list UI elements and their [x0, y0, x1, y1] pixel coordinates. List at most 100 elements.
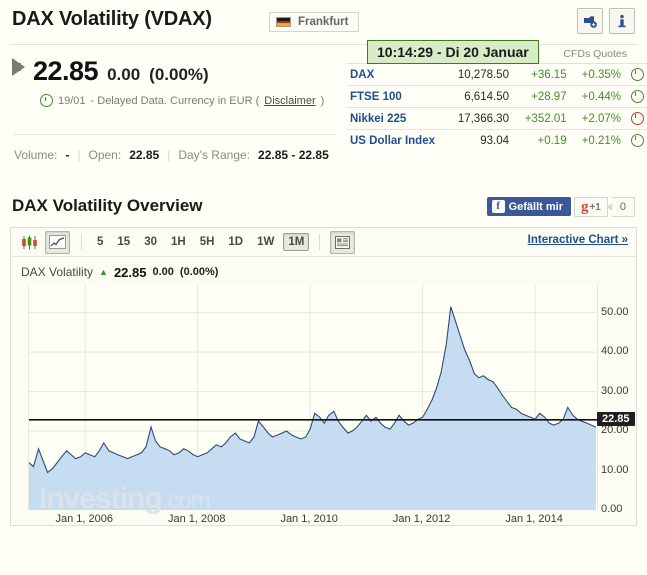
volume-label: Volume:	[14, 148, 58, 162]
chart-toolbar: 5 15 30 1H 5H 1D 1W 1M Interactive Chart…	[11, 228, 636, 257]
chart-legend-name: DAX Volatility	[21, 265, 94, 279]
timeframe-1m[interactable]: 1M	[283, 233, 310, 251]
exchange-badge[interactable]: Frankfurt	[269, 12, 360, 32]
chart-svg	[29, 285, 597, 510]
disclaimer-link[interactable]: Disclaimer	[264, 94, 316, 107]
x-axis-tick-label: Jan 1, 2014	[505, 513, 563, 525]
candlestick-chart-button[interactable]	[17, 231, 42, 254]
info-button[interactable]	[609, 8, 635, 34]
y-axis-tick-label: 40.00	[601, 345, 629, 358]
quote-meta-row: 19/01 - Delayed Data. Currency in EUR ( …	[40, 94, 342, 107]
overview-title: DAX Volatility Overview	[12, 196, 203, 215]
up-arrow-icon: ▲	[99, 267, 108, 277]
y-axis-tick-label: 10.00	[601, 463, 629, 476]
market-status-cell	[627, 129, 647, 151]
stats-separator: |	[167, 148, 171, 162]
toolbar-separator	[319, 234, 321, 250]
clock-icon	[630, 68, 644, 81]
clock-icon	[40, 94, 53, 107]
timeframe-30[interactable]: 30	[144, 236, 157, 248]
line-chart-icon	[49, 235, 66, 249]
quote-primary: 22.85 0.00 (0.00%) 19/01 - Delayed Data.…	[12, 56, 342, 162]
price-change: 0.00	[107, 65, 141, 84]
quote-stats-row: Volume: - | Open: 22.85 | Day's Range: 2…	[14, 148, 329, 162]
instrument-value: 6,614.50	[448, 85, 517, 108]
instrument-percent: +0.44%	[574, 85, 627, 108]
table-row[interactable]: US Dollar Index 93.04 +0.19 +0.21%	[347, 129, 647, 151]
add-to-portfolio-button[interactable]	[577, 8, 603, 34]
instrument-percent: +0.35%	[574, 63, 627, 86]
candlestick-chart-icon	[22, 235, 37, 249]
chart-plot-area: 0.00 10.00 20.00 30.00 40.00 50.00 22.85 Jan …	[11, 285, 636, 530]
timeframe-1h[interactable]: 1H	[171, 236, 186, 248]
x-axis-tick-label: Jan 1, 2012	[392, 513, 451, 525]
cfd-quotes-body: DAX 10,278.50 +36.15 +0.35% FTSE 100 6,6…	[347, 63, 647, 151]
table-row[interactable]: Nikkei 225 17,366.30 +352.01 +2.07%	[347, 107, 647, 130]
table-row[interactable]: FTSE 100 6,614.50 +28.97 +0.44%	[347, 85, 647, 108]
google-plus-one-button[interactable]: g +1	[573, 197, 608, 217]
instrument-name[interactable]: US Dollar Index	[347, 129, 449, 151]
google-plus-widget: g +1 0	[573, 197, 635, 217]
clock-icon	[630, 134, 644, 147]
chart-canvas[interactable]	[28, 285, 598, 510]
market-status-cell	[627, 107, 647, 130]
open-label: Open:	[88, 148, 122, 162]
google-plus-count: 0	[606, 197, 635, 217]
days-range-value: 22.85 - 22.85	[258, 148, 329, 162]
info-icon	[618, 14, 626, 27]
instrument-change: +0.19	[516, 129, 575, 151]
instrument-name[interactable]: Nikkei 225	[347, 107, 449, 130]
instrument-percent: +0.21%	[574, 129, 627, 151]
y-axis-tick-label: 30.00	[601, 384, 629, 397]
timeframe-1d[interactable]: 1D	[228, 236, 244, 248]
header-divider	[10, 44, 637, 45]
facebook-icon: f	[491, 200, 505, 213]
chart-legend-value: 22.85	[113, 264, 147, 280]
page-title: DAX Volatility (VDAX)	[12, 8, 212, 30]
overview-header: DAX Volatility Overview f Gefällt mir g …	[10, 191, 637, 225]
y-axis-labels: 0.00 10.00 20.00 30.00 40.00 50.00	[601, 285, 647, 515]
volume-value: -	[65, 148, 70, 162]
exchange-label: Frankfurt	[298, 16, 349, 28]
open-value: 22.85	[129, 148, 160, 162]
clock-icon	[630, 90, 644, 103]
y-axis-tick-label: 0.00	[601, 503, 623, 515]
instrument-name[interactable]: FTSE 100	[347, 85, 449, 108]
chart-legend-change: 0.00	[152, 266, 174, 278]
quote-meta-close: )	[320, 94, 325, 107]
timeframe-15[interactable]: 15	[117, 236, 131, 248]
table-row[interactable]: DAX 10,278.50 +36.15 +0.35%	[347, 63, 647, 86]
timeframe-5[interactable]: 5	[97, 236, 104, 248]
header-buttons	[577, 8, 635, 34]
chart-legend-percent: (0.00%)	[179, 266, 219, 278]
market-timestamp: 10:14:29 - Di 20 Januar	[367, 40, 539, 64]
instrument-change: +36.15	[516, 63, 575, 86]
stats-separator: |	[77, 148, 81, 162]
add-to-portfolio-icon	[583, 15, 597, 28]
instrument-value: 93.04	[448, 129, 517, 151]
chart-panel: 5 15 30 1H 5H 1D 1W 1M Interactive Chart…	[10, 227, 637, 526]
line-chart-button[interactable]	[45, 230, 70, 254]
quote-section: 22.85 0.00 (0.00%) 19/01 - Delayed Data.…	[10, 44, 647, 189]
timeframe-1w[interactable]: 1W	[257, 236, 275, 248]
timeframe-5h[interactable]: 5H	[199, 236, 215, 248]
instrument-change: +352.01	[516, 107, 575, 130]
x-axis-tick-label: Jan 1, 2008	[167, 513, 226, 525]
quote-divider	[14, 134, 336, 135]
chart-legend: DAX Volatility ▲ 22.85 0.00 (0.00%)	[11, 257, 636, 283]
news-list-icon	[335, 235, 351, 249]
google-icon: g	[580, 199, 589, 215]
news-list-button[interactable]	[330, 230, 356, 254]
x-axis-tick-label: Jan 1, 2010	[280, 513, 338, 525]
facebook-like-label: Gefällt mir	[508, 200, 563, 213]
facebook-like-button[interactable]: f Gefällt mir	[486, 197, 571, 216]
days-range-label: Day's Range:	[178, 148, 251, 162]
toolbar-separator	[81, 234, 82, 250]
quote-price-row: 22.85 0.00 (0.00%)	[12, 56, 342, 87]
cfd-quotes-caption: CFDs Quotes	[563, 48, 627, 60]
interactive-chart-link[interactable]: Interactive Chart »	[527, 234, 628, 246]
instrument-name[interactable]: DAX	[347, 63, 449, 86]
instrument-value: 10,278.50	[448, 63, 517, 86]
y-axis-tick-label: 50.00	[601, 305, 629, 318]
